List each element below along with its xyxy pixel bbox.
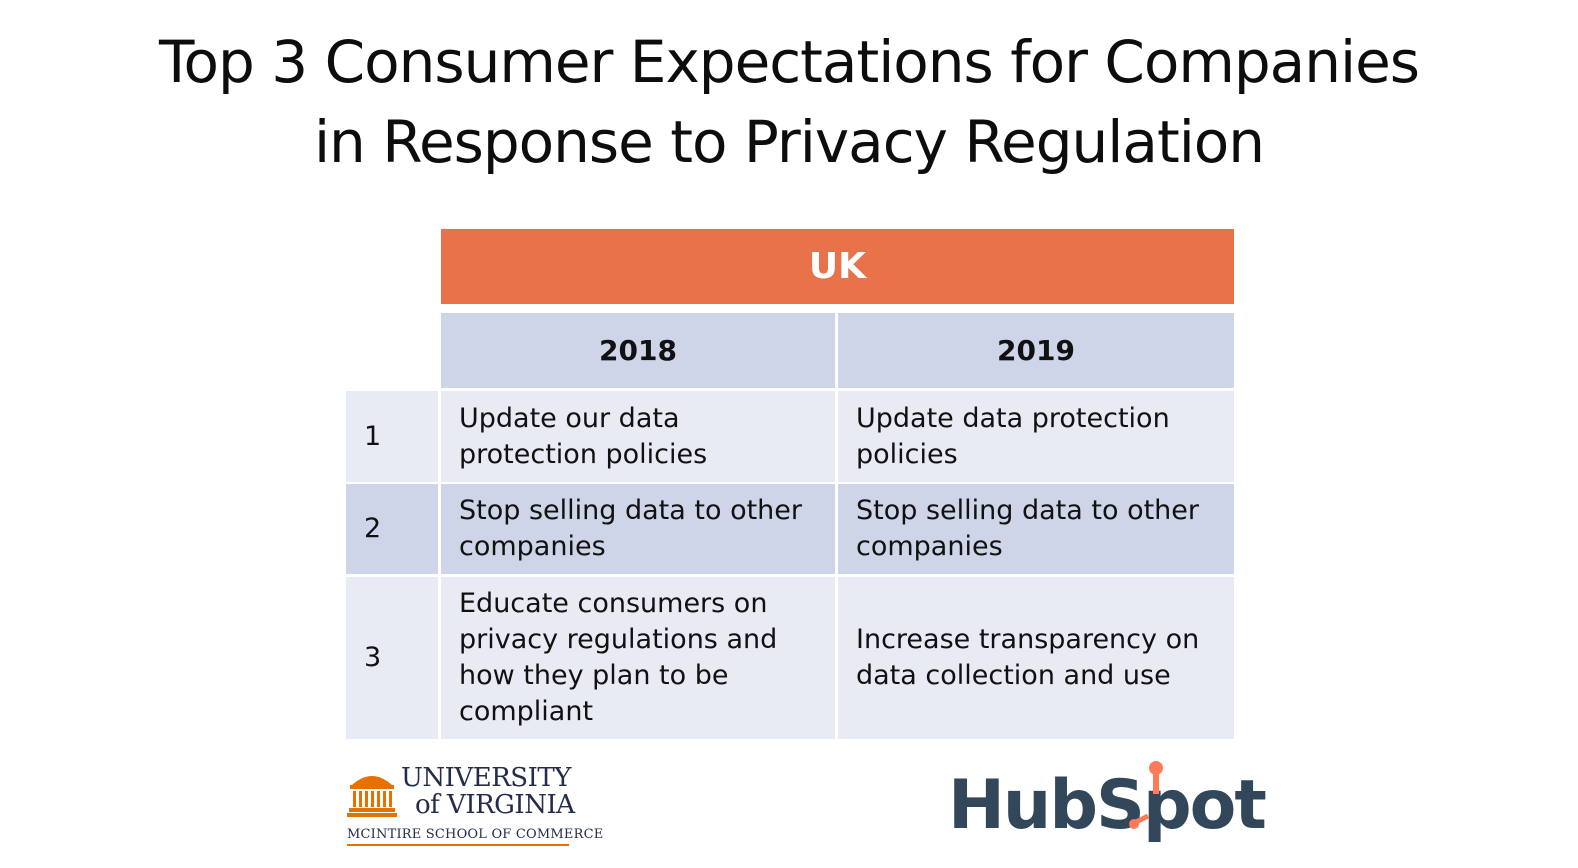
rank-cell-3: 3 <box>346 577 438 739</box>
hubspot-logo: HubSpot <box>948 760 1267 850</box>
mcintire-school-label: MCINTIRE SCHOOL OF COMMERCE <box>347 827 604 842</box>
page-title: Top 3 Consumer Expectations for Companie… <box>0 22 1578 182</box>
region-header: UK <box>441 229 1234 304</box>
cell-2018-row-2: Stop selling data to other companies <box>441 484 835 574</box>
uva-rule <box>347 844 569 846</box>
rotunda-icon <box>347 776 397 817</box>
title-line-1: Top 3 Consumer Expectations for Companie… <box>158 28 1420 96</box>
hubspot-wordmark: HubSpot <box>948 766 1267 845</box>
cell-2018-row-1: Update our data protection policies <box>441 391 835 482</box>
uva-wordmark-line-1: UNIVERSITY <box>401 763 571 793</box>
uva-mcintire-logo: UNIVERSITY of VIRGINIA MCINTIRE SCHOOL O… <box>347 765 603 847</box>
uva-wordmark-line-2: of VIRGINIA <box>415 790 575 820</box>
rank-cell-1: 1 <box>346 391 438 482</box>
uva-wordmark: UNIVERSITY of VIRGINIA <box>401 765 575 819</box>
cell-2019-row-3: Increase transparency on data collection… <box>838 577 1234 739</box>
cell-2019-row-1: Update data protection policies <box>838 391 1234 482</box>
sprocket-icon <box>1129 761 1163 829</box>
expectations-table: UK 2018 2019 1 Update our data protectio… <box>346 229 1234 739</box>
column-header-2019: 2019 <box>838 313 1234 388</box>
cell-2018-row-3: Educate consumers on privacy regulations… <box>441 577 835 739</box>
column-header-2018: 2018 <box>441 313 835 388</box>
rank-cell-2: 2 <box>346 484 438 574</box>
cell-2019-row-2: Stop selling data to other companies <box>838 484 1234 574</box>
title-line-2: in Response to Privacy Regulation <box>313 108 1265 176</box>
